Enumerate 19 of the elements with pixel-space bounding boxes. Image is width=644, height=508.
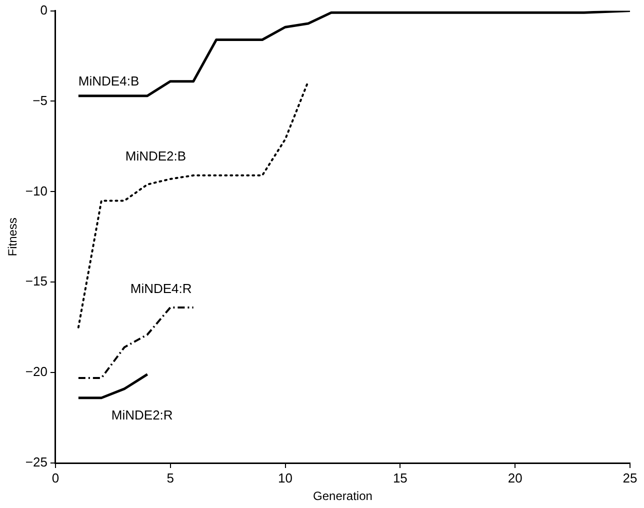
series-label: MiNDE4:R <box>130 281 192 296</box>
y-tick-label: −25 <box>25 454 48 470</box>
y-axis-title: Fitness <box>6 218 20 256</box>
x-axis-title: Generation <box>313 489 372 504</box>
y-tick-label: −10 <box>25 183 48 198</box>
series-label: MiNDE2:B <box>125 148 186 164</box>
x-tick-label: 5 <box>166 470 174 486</box>
y-tick-label: 0 <box>40 2 48 18</box>
x-tick-label: 15 <box>392 470 408 486</box>
series-label: MiNDE2:R <box>111 407 173 422</box>
y-tick-label: −20 <box>25 364 48 380</box>
x-tick-label: 0 <box>52 470 60 486</box>
x-tick-label: 25 <box>622 470 638 486</box>
x-tick-label: 20 <box>508 470 522 486</box>
x-tick-label: 10 <box>278 470 293 486</box>
series-label: MiNDE4:B <box>78 73 140 88</box>
line-series <box>77 306 194 379</box>
y-tick-label: −5 <box>32 92 48 108</box>
y-tick-label: −15 <box>25 274 48 289</box>
